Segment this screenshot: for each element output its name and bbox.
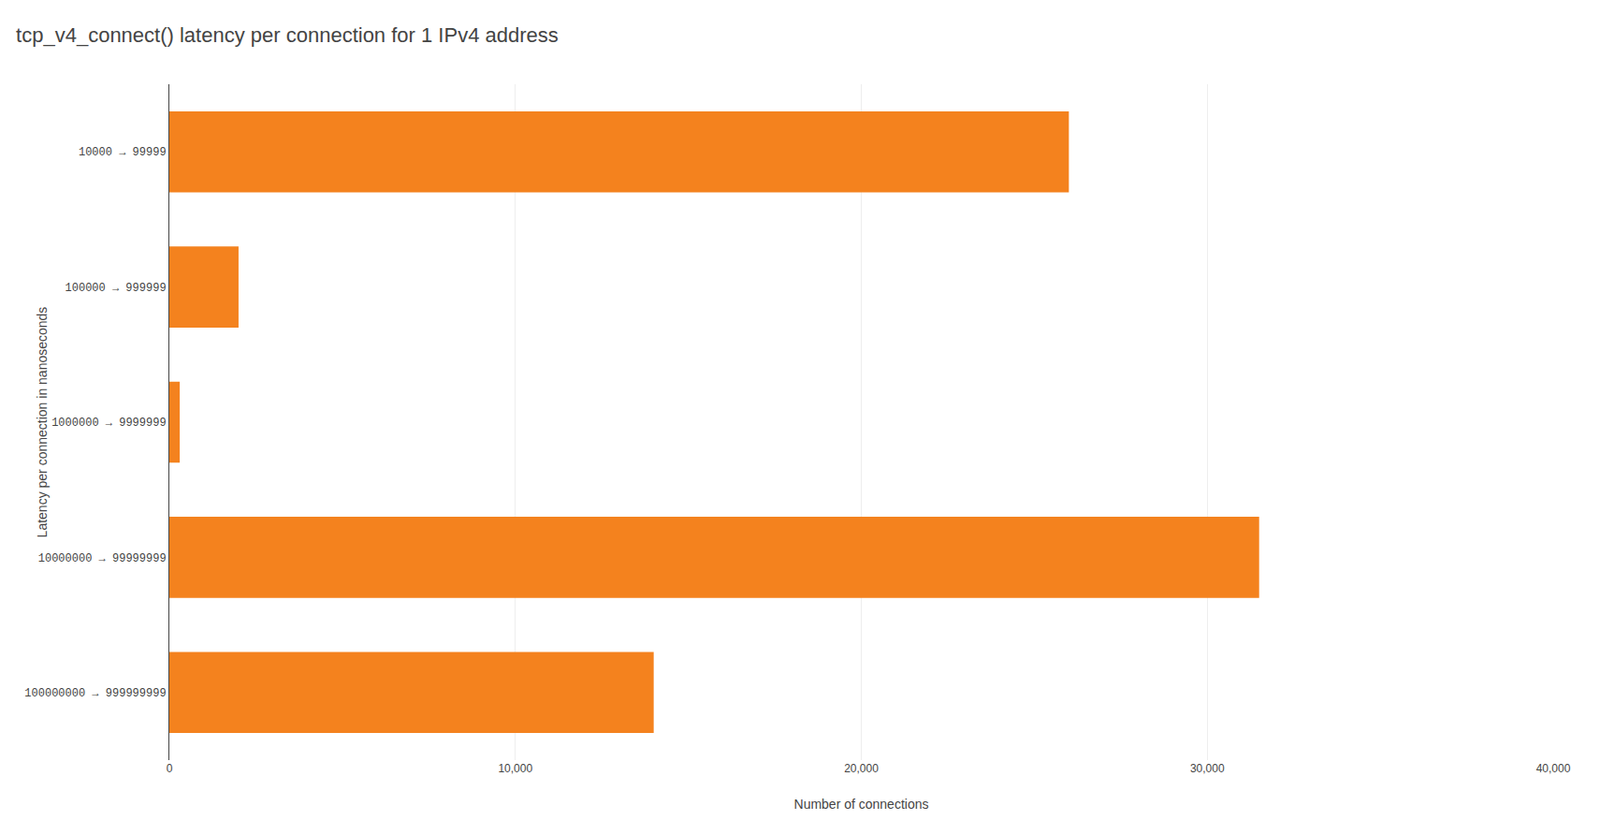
svg-text:30,000: 30,000 <box>1190 761 1225 775</box>
svg-text:100000000 → 999999999: 100000000 → 999999999 <box>24 686 166 700</box>
svg-text:100000 → 999999: 100000 → 999999 <box>65 281 167 295</box>
svg-text:20,000: 20,000 <box>843 761 879 775</box>
svg-text:40,000: 40,000 <box>1536 761 1571 775</box>
svg-text:10,000: 10,000 <box>497 761 533 775</box>
svg-text:0: 0 <box>166 761 174 775</box>
svg-text:1000000 → 9999999: 1000000 → 9999999 <box>51 416 166 430</box>
svg-text:Latency per connection in nano: Latency per connection in nanoseconds <box>34 306 50 539</box>
svg-text:10000000 → 99999999: 10000000 → 99999999 <box>38 552 167 566</box>
svg-text:tcp_v4_connect() latency per c: tcp_v4_connect() latency per connection … <box>15 23 559 47</box>
svg-text:10000 → 99999: 10000 → 99999 <box>78 145 167 160</box>
svg-text:Number of connections: Number of connections <box>794 796 930 812</box>
